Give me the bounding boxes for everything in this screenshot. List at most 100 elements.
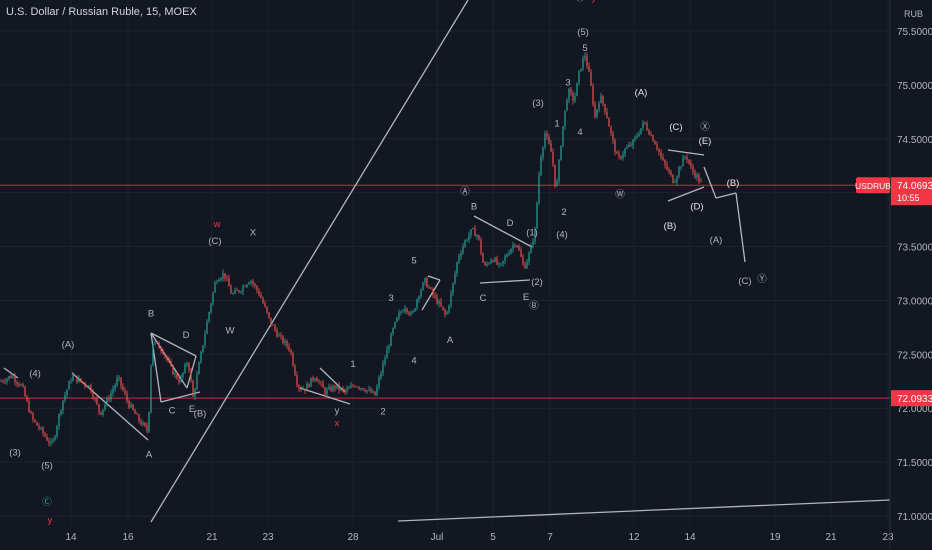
candle-body	[638, 133, 640, 137]
wave-label: w	[213, 219, 221, 230]
candle-body	[552, 151, 554, 165]
trend-drawings[interactable]	[3, 0, 891, 523]
trend-line	[473, 215, 533, 248]
candle-body	[558, 160, 560, 182]
candle-body	[530, 245, 532, 254]
x-tick-label: Jul	[431, 532, 444, 543]
candle-body	[626, 146, 628, 149]
candle-body	[624, 148, 626, 155]
candle-body	[508, 253, 510, 255]
candle-body	[396, 317, 398, 322]
wave-label: A	[146, 449, 153, 460]
candle-body	[632, 139, 634, 146]
candle-body	[100, 411, 102, 415]
candle-body	[320, 381, 322, 383]
candle-body	[662, 157, 664, 161]
candle-body	[146, 425, 148, 432]
candle-body	[448, 305, 450, 312]
candle-body	[672, 174, 674, 183]
candle-body	[174, 373, 176, 375]
candle-body	[678, 167, 680, 177]
candle-body	[630, 144, 632, 146]
candle-body	[612, 133, 614, 141]
candle-body	[634, 137, 636, 140]
candle-body	[486, 263, 488, 266]
y-tick-label: 72.5000	[897, 350, 932, 361]
trend-line	[150, 332, 197, 357]
candle-body	[518, 246, 520, 251]
candle-body	[568, 88, 570, 101]
candle-body	[454, 273, 456, 284]
wave-label: (3)	[532, 98, 544, 109]
candle-body	[690, 163, 692, 167]
candle-body	[102, 409, 104, 415]
candle-body	[362, 388, 364, 391]
candle-body	[356, 386, 358, 388]
wave-label: C	[169, 405, 176, 416]
candle-body	[516, 245, 518, 247]
candle-body	[346, 388, 348, 392]
candle-body	[488, 263, 490, 264]
candle-body	[16, 382, 18, 384]
candle-body	[468, 235, 470, 241]
candle-body	[602, 95, 604, 104]
candle-body	[340, 388, 342, 391]
candle-body	[580, 68, 582, 72]
candle-body	[420, 289, 422, 297]
trend-line	[150, 0, 469, 523]
candle-body	[236, 290, 238, 291]
candle-body	[92, 391, 94, 398]
candle-body	[208, 312, 210, 322]
candle-body	[294, 365, 296, 376]
candle-body	[180, 376, 182, 383]
candle-body	[438, 301, 440, 304]
wave-label: 4	[577, 127, 582, 138]
trend-line	[397, 499, 891, 522]
candle-body	[88, 385, 90, 388]
candle-body	[526, 261, 528, 269]
candle-body	[302, 388, 304, 390]
candle-body	[574, 96, 576, 101]
candle-body	[190, 369, 192, 381]
wave-label: E	[189, 404, 195, 415]
candle-body	[318, 381, 320, 383]
candle-body	[544, 133, 546, 148]
candle-body	[182, 372, 184, 377]
candle-body	[466, 240, 468, 242]
candle-body	[288, 346, 290, 351]
wave-label: W	[226, 326, 235, 337]
candle-body	[20, 384, 22, 386]
candle-body	[594, 104, 596, 117]
candle-body	[534, 228, 536, 242]
candle-body	[586, 55, 588, 67]
candle-body	[66, 389, 68, 396]
candle-body	[60, 410, 62, 415]
wave-label: (C)	[208, 236, 221, 247]
candle-body	[38, 425, 40, 429]
x-tick-label: 5	[490, 532, 496, 543]
candle-body	[502, 260, 504, 264]
candle-body	[130, 404, 132, 408]
candle-body	[458, 256, 460, 263]
candle-body	[452, 283, 454, 293]
candle-body	[28, 401, 30, 413]
wave-label: (A)	[710, 235, 723, 246]
y-tick-label: 75.5000	[897, 27, 932, 38]
candle-body	[282, 336, 284, 344]
candle-body	[354, 386, 356, 388]
candle-body	[290, 350, 292, 354]
candle-body	[484, 262, 486, 266]
wave-label: Ⓐ	[460, 187, 470, 198]
candle-body	[194, 388, 196, 397]
candle-body	[576, 82, 578, 97]
candle-body	[642, 122, 644, 129]
wave-label: (4)	[29, 369, 41, 380]
candle-body	[360, 388, 362, 389]
candle-body	[450, 292, 452, 306]
wave-label: 3	[388, 293, 393, 304]
candle-body	[538, 174, 540, 203]
wave-label: 1	[350, 359, 355, 370]
candle-body	[460, 252, 462, 257]
current-price-tag	[891, 177, 932, 206]
